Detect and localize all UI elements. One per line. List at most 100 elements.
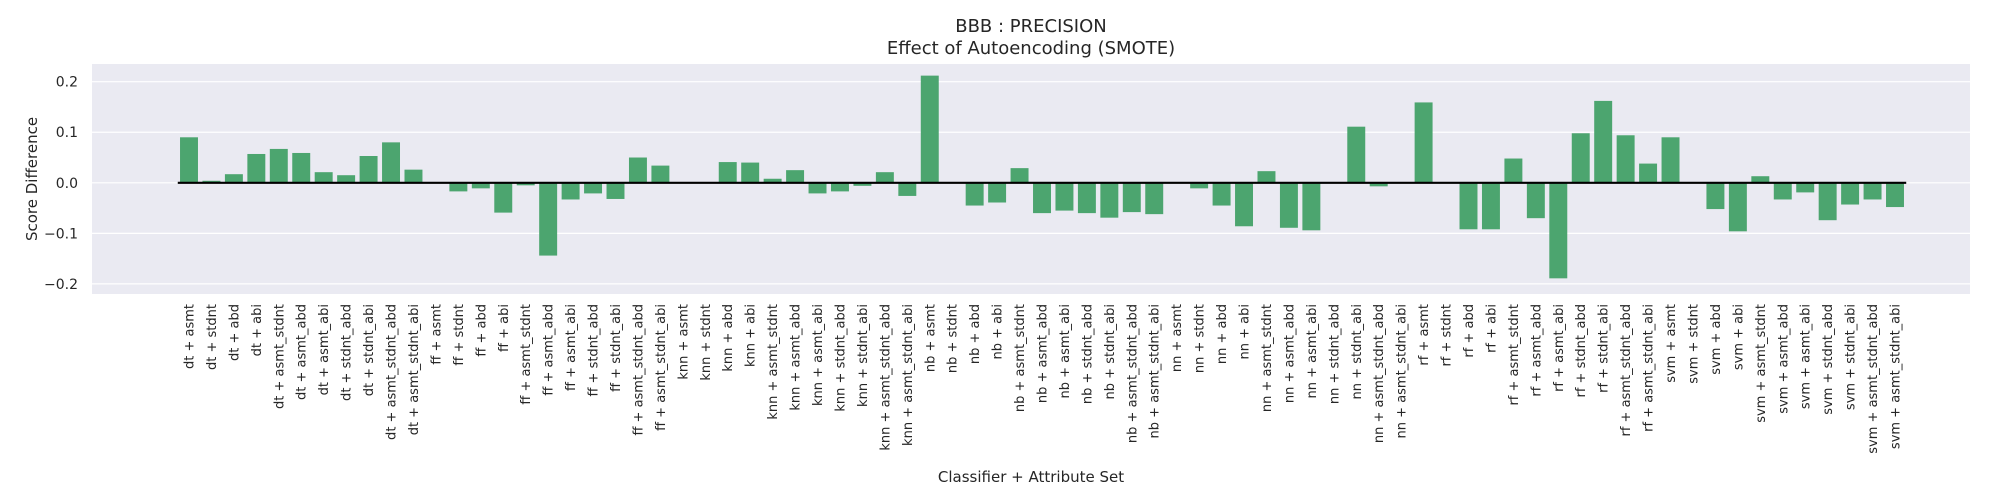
x-tick-label: ff + asmt_stdnt	[519, 304, 534, 405]
x-tick-label: dt + abd	[227, 304, 242, 361]
x-tick-label: dt + asmt_stdnt	[272, 304, 287, 409]
bar	[1213, 183, 1231, 206]
bar	[1482, 183, 1500, 230]
chart-title: BBB : PRECISION	[955, 16, 1107, 37]
y-tick-label: −0.1	[44, 226, 78, 242]
x-tick-label: svm + asmt_stdnt_abi	[1889, 304, 1904, 449]
x-tick-label: nn + asmt_stdnt_abi	[1395, 304, 1410, 438]
x-tick-label: knn + asmt_stdnt	[766, 304, 781, 420]
x-tick-label: rf + asmt_stdnt_abi	[1642, 304, 1657, 432]
bar	[831, 183, 849, 192]
bar	[1774, 183, 1792, 200]
x-tick-label: knn + asmt_stdnt_abi	[901, 304, 916, 446]
bar	[270, 149, 288, 183]
bar	[1347, 127, 1365, 183]
x-tick-label: nb + stdnt_abd	[1080, 304, 1095, 404]
x-tick-label: nn + asmt_stdnt	[1260, 304, 1275, 412]
x-tick-label: rf + abd	[1462, 304, 1477, 358]
x-tick-label: nb + asmt_abd	[1036, 304, 1051, 403]
x-tick-label: svm + stdnt	[1686, 304, 1701, 384]
bar	[1257, 171, 1275, 183]
bar	[1572, 133, 1590, 183]
y-tick-label: 0.0	[56, 176, 78, 192]
x-tick-label: rf + stdnt	[1440, 304, 1455, 367]
x-tick-label: nb + asmt_abi	[1058, 304, 1073, 398]
x-tick-label: svm + asmt_stdnt_abd	[1866, 304, 1881, 454]
x-tick-label: ff + asmt_abi	[564, 304, 579, 391]
x-tick-label: nb + asmt_stdnt_abd	[1125, 304, 1140, 443]
x-tick-label: knn + asmt_abd	[789, 304, 804, 411]
bar	[225, 174, 243, 183]
x-tick-label: nn + asmt_abi	[1305, 304, 1320, 398]
bar	[1662, 137, 1680, 182]
x-tick-label: svm + abi	[1731, 304, 1746, 370]
x-axis-label: Classifier + Attribute Set	[938, 468, 1124, 486]
bar	[337, 175, 355, 183]
x-tick-label: ff + asmt_stdnt_abi	[654, 304, 669, 431]
bar	[247, 154, 265, 183]
x-tick-label: nb + abi	[991, 304, 1006, 359]
x-tick-label: nn + abi	[1238, 304, 1253, 359]
x-tick-label: nb + asmt	[923, 304, 938, 372]
x-tick-label: knn + asmt	[676, 304, 691, 380]
bar	[1841, 183, 1859, 205]
x-tick-label: ff + stdnt_abi	[609, 304, 624, 392]
x-tick-label: dt + asmt_abi	[317, 304, 332, 395]
x-tick-label: ff + stdnt_abd	[587, 304, 602, 397]
x-tick-label: dt + stdnt	[205, 304, 220, 370]
x-tick-label: nb + stdnt_abi	[1103, 304, 1118, 399]
x-tick-label: rf + asmt_stdnt_abd	[1619, 304, 1634, 437]
x-tick-label: ff + stdnt	[452, 304, 467, 366]
bar	[360, 156, 378, 183]
x-tick-label: knn + stdnt	[699, 304, 714, 381]
x-tick-label: svm + stdnt_abd	[1821, 304, 1836, 415]
bar	[741, 163, 759, 183]
x-tick-label: dt + asmt_stdnt_abi	[407, 304, 422, 435]
bar	[651, 166, 669, 183]
bar	[1729, 183, 1747, 232]
x-tick-label: rf + asmt_abd	[1529, 304, 1544, 397]
bar	[1886, 183, 1904, 207]
y-tick-labels: −0.2−0.10.00.10.2	[44, 75, 78, 293]
x-tick-label: ff + asmt	[429, 304, 444, 365]
y-tick-label: 0.2	[56, 75, 78, 91]
x-tick-label: knn + abi	[744, 304, 759, 367]
bar	[562, 183, 580, 200]
chart-subtitle: Effect of Autoencoding (SMOTE)	[887, 38, 1175, 59]
bar	[494, 183, 512, 213]
bar	[1504, 159, 1522, 183]
bar	[1617, 135, 1635, 183]
x-tick-label: nb + asmt_stdnt	[1013, 304, 1028, 412]
x-tick-label: svm + asmt_abd	[1776, 304, 1791, 414]
bar	[1549, 183, 1567, 279]
x-tick-label: nn + asmt_stdnt_abd	[1372, 304, 1387, 443]
bar	[966, 183, 984, 206]
bar	[1594, 101, 1612, 183]
bar	[629, 158, 647, 183]
x-tick-label: rf + asmt_stdnt	[1507, 304, 1522, 406]
bar	[921, 76, 939, 183]
x-tick-label: nn + stdnt_abi	[1350, 304, 1365, 399]
x-tick-label: svm + asmt_abi	[1799, 304, 1814, 409]
x-tick-label: knn + asmt_stdnt_abd	[878, 304, 893, 451]
x-tick-label: svm + asmt_stdnt	[1754, 304, 1769, 423]
x-tick-label: nn + abd	[1215, 304, 1230, 364]
bar	[1078, 183, 1096, 213]
x-tick-label: ff + abd	[474, 304, 489, 357]
bar	[1460, 183, 1478, 230]
y-axis-label: Score Difference	[23, 117, 41, 241]
x-tick-label: rf + stdnt_abi	[1597, 304, 1612, 393]
x-tick-label: rf + asmt_abi	[1552, 304, 1567, 392]
x-tick-label: nn + asmt_abd	[1282, 304, 1297, 403]
bar	[898, 183, 916, 196]
x-tick-label: knn + asmt_abi	[811, 304, 826, 406]
bar	[1796, 183, 1814, 193]
x-tick-label: nn + asmt	[1170, 304, 1185, 372]
x-tick-label: nb + abd	[968, 304, 983, 364]
bar	[1011, 168, 1029, 183]
bar	[1235, 183, 1253, 226]
x-tick-label: ff + asmt_stdnt_abd	[631, 304, 646, 436]
x-tick-label: svm + abd	[1709, 304, 1724, 375]
x-tick-label: dt + abi	[250, 304, 265, 356]
